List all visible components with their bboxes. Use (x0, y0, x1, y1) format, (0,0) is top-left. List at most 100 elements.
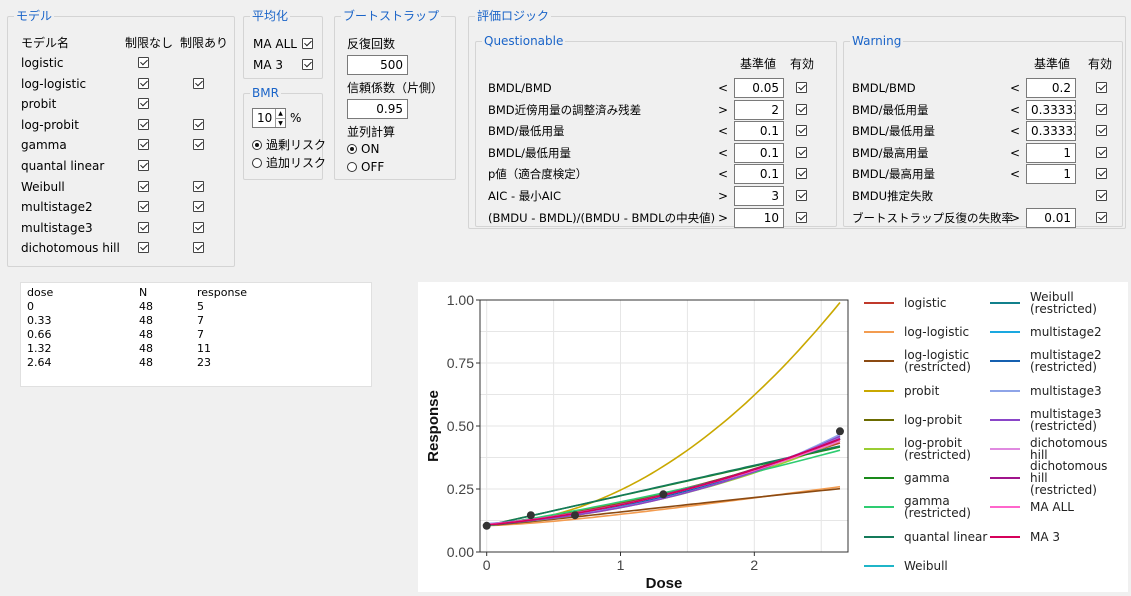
q-threshold-input[interactable]: 2 (734, 99, 784, 120)
table-cell[interactable]: 0.66 (27, 328, 52, 341)
q-threshold-input[interactable]: 0.1 (734, 164, 784, 185)
model-restricted-checkbox[interactable] (193, 201, 204, 213)
table-cell[interactable]: 5 (197, 300, 204, 313)
w-operator: > (1009, 210, 1021, 225)
table-cell[interactable]: 0 (27, 300, 34, 313)
table-cell[interactable]: 48 (139, 356, 153, 369)
parallel-on-radio[interactable] (347, 144, 357, 154)
bootstrap-group: ブートストラップ 反復回数 500 信頼係数（片側） 0.95 並列計算 ON … (334, 8, 456, 180)
w-enabled-checkbox[interactable] (1096, 82, 1107, 93)
model-unrestricted-checkbox[interactable] (138, 118, 149, 130)
table-cell[interactable]: 48 (139, 300, 153, 313)
bmr-spin-down-icon[interactable]: ▼ (275, 118, 285, 127)
legend-swatch (864, 418, 894, 421)
table-cell[interactable]: 1.32 (27, 342, 52, 355)
table-cell[interactable]: 23 (197, 356, 211, 369)
q-threshold-input[interactable]: 0.1 (734, 142, 784, 163)
q-threshold-input[interactable]: 10 (734, 207, 784, 228)
w-enabled-checkbox[interactable] (1096, 211, 1107, 223)
model-unrestricted-checkbox[interactable] (138, 160, 149, 171)
model-unrestricted-checkbox[interactable] (138, 221, 149, 233)
bmr-value: 10 (257, 111, 273, 125)
bmr-group: BMR 10 ▲ ▼ % 過剰リスク 追加リスク (243, 85, 327, 180)
model-unrestricted-checkbox[interactable] (138, 98, 149, 110)
w-enabled-checkbox[interactable] (1096, 146, 1107, 158)
model-unrestricted-checkbox[interactable] (138, 139, 149, 151)
model-unrestricted-checkbox[interactable] (138, 180, 149, 192)
legend-swatch (990, 302, 1020, 304)
w-enabled-checkbox[interactable] (1096, 103, 1107, 115)
model-unrestricted-checkbox[interactable] (138, 201, 149, 213)
q-threshold-input[interactable]: 3 (734, 186, 784, 206)
series-line-linear (486, 445, 841, 527)
w-operator: < (1009, 102, 1021, 117)
model-unrestricted-checkbox[interactable] (138, 77, 149, 89)
w-operator: < (1009, 145, 1021, 160)
q-operator: < (717, 167, 729, 182)
legend-label: gamma (904, 471, 950, 486)
legend-item: log-logistic (restricted) (864, 348, 989, 374)
model-unrestricted-checkbox[interactable] (138, 57, 149, 68)
ma3-checkbox[interactable] (302, 59, 313, 70)
table-cell[interactable]: 48 (139, 342, 153, 355)
model-restricted-checkbox[interactable] (193, 221, 204, 233)
model-restricted-checkbox[interactable] (193, 139, 204, 151)
q-threshold-input[interactable]: 0.05 (734, 78, 784, 98)
bmr-spinbox[interactable]: 10 ▲ ▼ (252, 108, 286, 128)
ma-all-checkbox[interactable] (302, 38, 313, 49)
model-unrestricted-checkbox[interactable] (138, 242, 149, 254)
extra-risk-radio[interactable] (252, 140, 262, 150)
table-cell[interactable]: 48 (139, 314, 153, 327)
data-point (571, 511, 580, 520)
model-restricted-checkbox[interactable] (193, 77, 204, 89)
w-enabled-checkbox[interactable] (1096, 125, 1107, 137)
model-restricted-checkbox[interactable] (193, 242, 204, 254)
x-tick-label: 0 (483, 557, 491, 573)
parallel-off-radio[interactable] (347, 162, 357, 172)
table-cell[interactable]: 7 (197, 328, 204, 341)
w-enabled-checkbox[interactable] (1096, 168, 1107, 180)
q-enabled-checkbox[interactable] (796, 146, 807, 158)
q-enabled-checkbox[interactable] (796, 82, 807, 93)
q-enabled-checkbox[interactable] (796, 211, 807, 223)
q-criterion-label: BMDL/最低用量 (488, 145, 571, 160)
legend-item: multistage2 (restricted) (990, 348, 1115, 374)
added-risk-radio[interactable] (252, 158, 262, 168)
series-line-logprobit_r (486, 440, 841, 526)
restricted-header: 制限あり (180, 36, 229, 50)
table-cell[interactable]: 11 (197, 342, 211, 355)
legend-swatch (864, 477, 894, 480)
iterations-input[interactable]: 500 (347, 55, 408, 75)
q-threshold-input[interactable]: 0.1 (734, 121, 784, 142)
q-enabled-checkbox[interactable] (796, 168, 807, 180)
q-operator: > (717, 210, 729, 225)
w-threshold-input[interactable]: 0.3333333 (1026, 99, 1076, 120)
q-enabled-checkbox[interactable] (796, 125, 807, 137)
table-cell[interactable]: 7 (197, 314, 204, 327)
series-line-hill_r (486, 437, 841, 526)
legend-label: logistic (904, 296, 947, 310)
table-cell[interactable]: 0.33 (27, 314, 52, 327)
bmr-spin-up-icon[interactable]: ▲ (275, 109, 285, 118)
q-enabled-checkbox[interactable] (796, 103, 807, 115)
confidence-input[interactable]: 0.95 (347, 99, 408, 119)
w-threshold-input[interactable]: 1 (1026, 142, 1076, 163)
legend-item: MA 3 (990, 524, 1115, 550)
q-enabled-checkbox[interactable] (796, 190, 807, 201)
added-risk-label: 追加リスク (266, 156, 327, 170)
legend-item: gamma (864, 465, 989, 491)
w-enabled-checkbox[interactable] (1096, 190, 1107, 201)
model-restricted-checkbox[interactable] (193, 118, 204, 130)
table-cell[interactable]: 48 (139, 328, 153, 341)
model-restricted-checkbox[interactable] (193, 180, 204, 192)
w-threshold-input[interactable]: 0.3333333 (1026, 121, 1076, 142)
w-threshold-input[interactable]: 0.2 (1026, 78, 1076, 98)
w-criterion-header: 基準値 (1034, 57, 1071, 71)
w-threshold-input[interactable]: 1 (1026, 164, 1076, 185)
w-threshold-input[interactable]: 0.01 (1026, 207, 1076, 228)
legend-swatch (864, 564, 894, 567)
table-cell[interactable]: 2.64 (27, 356, 52, 369)
chart-legend: logistic log-logistic log-logistic (restri… (858, 282, 1128, 592)
unrestricted-header: 制限なし (125, 36, 174, 50)
